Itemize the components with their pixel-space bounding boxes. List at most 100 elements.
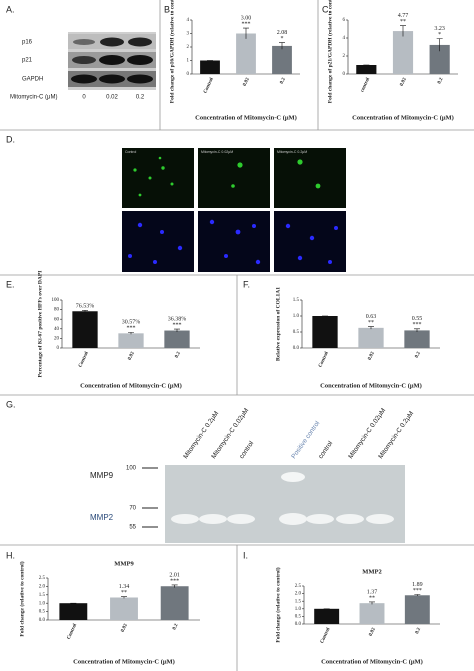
value-label: 1.89 xyxy=(412,582,423,588)
significance: *** xyxy=(413,588,422,594)
y-tick-label: 20 xyxy=(54,337,60,342)
x-tick-label: 0.02 xyxy=(243,77,251,87)
western-blot xyxy=(68,32,156,90)
panel-letter: E. xyxy=(6,279,15,289)
y-tick-label: 100 xyxy=(52,298,60,303)
x-tick-label: 0.2 xyxy=(415,351,422,359)
lane-label: control xyxy=(238,440,255,460)
value-label: 36.38% xyxy=(168,316,187,322)
x-tick-label: Control xyxy=(67,623,79,641)
value-label: 2.08 xyxy=(277,30,288,36)
lane-label: control xyxy=(317,440,334,460)
x-tick-label: 0.2 xyxy=(175,351,182,359)
treatment-label: Mitomycin-C (μM) xyxy=(10,95,57,101)
lane-label: 0.2 xyxy=(136,95,145,101)
bar xyxy=(312,316,338,348)
y-tick-label: 0.5 xyxy=(295,615,302,620)
significance: * xyxy=(438,32,441,38)
x-tick-label: control xyxy=(360,77,371,93)
x-axis-label: Concentration of Mitomycin-C (μM) xyxy=(352,114,454,121)
y-tick-label: 40 xyxy=(54,327,60,332)
y-tick-label: 4 xyxy=(187,18,190,23)
y-tick-label: 60 xyxy=(54,317,60,322)
error-bar xyxy=(414,328,420,332)
error-bar xyxy=(243,27,249,39)
lane-label: Positive control xyxy=(290,420,321,461)
band-label: MMP2 xyxy=(90,513,114,522)
y-tick-label: 0.5 xyxy=(293,330,300,335)
bar xyxy=(314,608,340,624)
bar xyxy=(72,311,98,348)
significance: ** xyxy=(400,19,406,25)
y-tick-label: 6 xyxy=(343,18,346,23)
x-tick-label: Control xyxy=(203,77,215,95)
lane-label: 0 xyxy=(82,95,86,101)
marker-label: 70 xyxy=(129,506,136,512)
x-axis-label: Concentration of Mitomycin-C (μM) xyxy=(195,114,297,121)
panel-letter: F. xyxy=(243,279,250,289)
bar xyxy=(358,327,384,348)
blot-row-label: p21 xyxy=(22,58,33,64)
bar xyxy=(118,333,144,348)
value-label: 30.57% xyxy=(122,320,141,326)
y-tick-label: 1.5 xyxy=(39,593,46,598)
y-axis-label: Fold change of p21/GAPDH (relative to co… xyxy=(326,0,333,103)
y-tick-label: 1.0 xyxy=(39,601,46,606)
bar xyxy=(272,45,292,74)
error-bar xyxy=(82,310,88,313)
y-tick-label: 2.0 xyxy=(39,585,46,590)
y-tick-label: 80 xyxy=(54,308,60,313)
y-tick-label: 3 xyxy=(187,32,190,37)
y-tick-label: 1.0 xyxy=(293,314,300,319)
zymogram-gel xyxy=(142,465,405,543)
significance: ** xyxy=(369,595,375,601)
error-bar xyxy=(174,328,180,332)
value-label: 76.53% xyxy=(76,304,95,310)
micrograph-label: Control xyxy=(125,150,137,154)
value-label: 2.01 xyxy=(169,572,180,578)
x-tick-label: Control xyxy=(78,351,90,369)
x-tick-label: Control xyxy=(318,351,330,369)
micrograph-label: Mitomycin-C 0.02μM xyxy=(201,150,233,154)
blot-row-label: p16 xyxy=(22,40,33,46)
error-bar xyxy=(279,42,285,50)
x-tick-label: 0.2 xyxy=(172,623,179,631)
value-label: 4.77 xyxy=(398,13,409,19)
panel-letter: A. xyxy=(6,4,15,14)
value-label: 1.37 xyxy=(367,589,378,595)
x-tick-label: 0.02 xyxy=(400,77,408,87)
y-tick-label: 0.0 xyxy=(39,618,46,623)
bar xyxy=(392,31,414,74)
bar xyxy=(160,586,189,620)
marker-label: 55 xyxy=(129,525,136,531)
significance: ** xyxy=(368,320,374,326)
lane-label: 0.02 xyxy=(106,95,118,101)
x-axis-label: Concentration of Mitomycin-C (μM) xyxy=(320,382,422,389)
panel-letter: H. xyxy=(6,550,15,560)
y-tick-label: 0.5 xyxy=(39,610,46,615)
lane-label: Mitomycin-C 0.2μM xyxy=(377,410,415,460)
bar xyxy=(200,60,220,74)
y-tick-label: 1.5 xyxy=(295,599,302,604)
y-tick-label: 2 xyxy=(187,45,190,50)
value-label: 0.63 xyxy=(366,314,377,320)
panel-letter: I. xyxy=(243,550,248,560)
x-tick-label: 0.02 xyxy=(128,351,136,361)
error-bar xyxy=(368,326,374,330)
bar xyxy=(404,595,430,624)
bar xyxy=(359,603,385,624)
error-bar xyxy=(121,596,127,599)
x-axis-label: Concentration of Mitomycin-C (μM) xyxy=(80,382,182,389)
error-bar xyxy=(128,332,134,335)
bar xyxy=(110,597,138,620)
panel-letter: C. xyxy=(322,4,331,14)
value-label: 0.55 xyxy=(412,316,423,322)
bar xyxy=(236,33,256,74)
error-bar xyxy=(171,584,178,588)
y-tick-label: 0 xyxy=(187,72,190,77)
chart-title: MMP9 xyxy=(114,560,134,567)
